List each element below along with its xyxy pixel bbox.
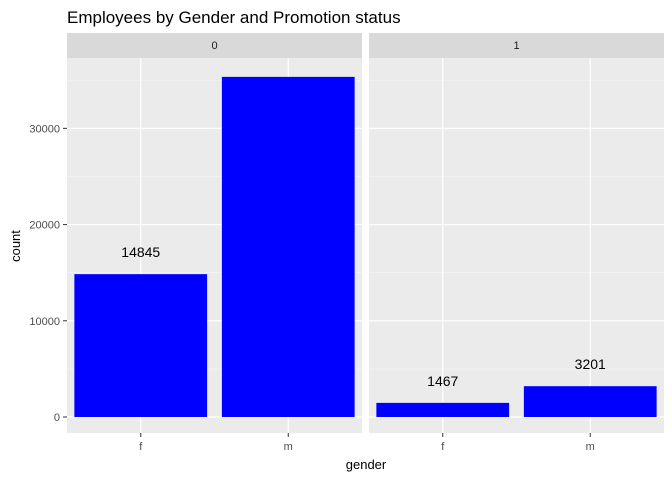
y-tick-label: 30000 <box>29 123 60 135</box>
facet-panel-1: 1 1467 3201 f m <box>369 33 664 453</box>
bar-m <box>523 386 657 417</box>
facet-strip <box>67 33 362 58</box>
facet-panels: 0 14845 f m 0 10000 20000 30000 1 1467 3201 f m <box>29 33 664 453</box>
y-tick-label: 0 <box>54 412 60 424</box>
facet-panel-0: 0 14845 f m 0 10000 20000 30000 <box>29 33 362 453</box>
panel-background <box>369 58 664 433</box>
y-tick-label: 10000 <box>29 316 60 328</box>
bar-data-label: 3201 <box>575 356 606 372</box>
bar-m <box>221 76 355 418</box>
x-tick-label: f <box>441 441 445 453</box>
x-tick-label: m <box>586 441 595 453</box>
bar-data-label: 1467 <box>427 373 458 389</box>
chart-title: Employees by Gender and Promotion status <box>67 8 401 27</box>
y-tick-label: 20000 <box>29 220 60 232</box>
bar-f <box>376 402 510 417</box>
facet-strip-label: 1 <box>513 40 519 52</box>
x-tick-label: f <box>139 441 143 453</box>
x-axis-title: gender <box>346 457 387 472</box>
facet-strip <box>369 33 664 58</box>
x-tick-label: m <box>284 441 293 453</box>
facet-strip-label: 0 <box>211 40 217 52</box>
y-axis-title: count <box>8 230 23 262</box>
bar-f <box>74 274 208 417</box>
bar-data-label: 14845 <box>121 244 160 260</box>
